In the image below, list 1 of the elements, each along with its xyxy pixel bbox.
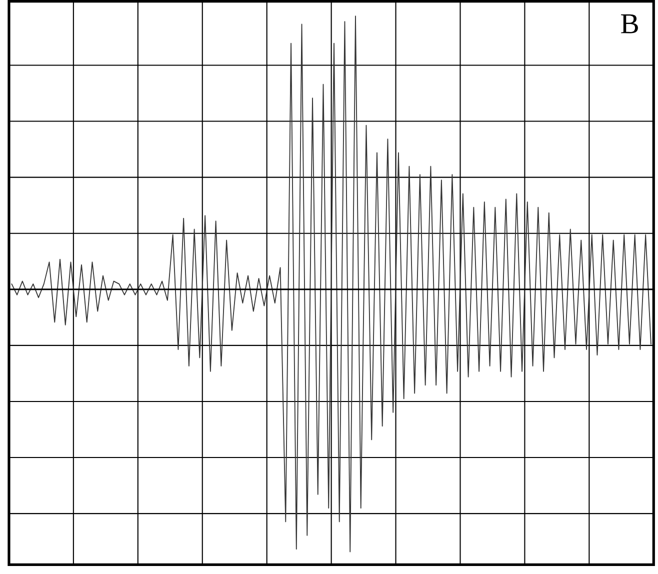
annotation: B (621, 14, 638, 34)
